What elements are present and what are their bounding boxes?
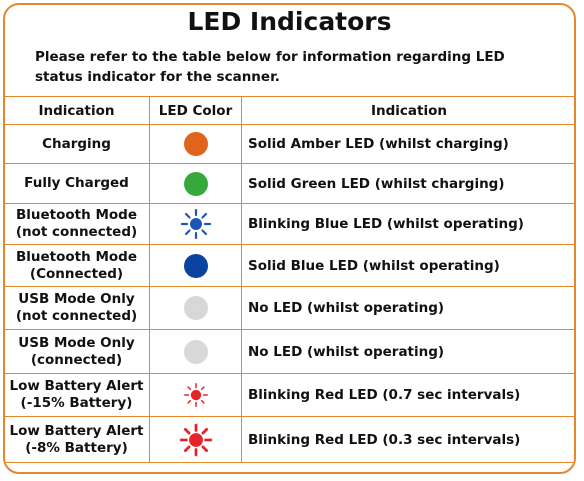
table-row: Bluetooth Mode (Connected) Solid Blue LE…	[5, 244, 574, 287]
amber-led-icon	[183, 132, 208, 156]
header-led-color: LED Color	[149, 96, 242, 125]
table-row: USB Mode Only (connected) No LED (whilst…	[5, 329, 574, 374]
led-off-icon	[183, 296, 208, 320]
led-color-cell	[149, 203, 242, 245]
blue-blinking-led-icon	[180, 208, 211, 240]
indication-line2: (not connected)	[15, 224, 138, 240]
table-row: Fully Charged Solid Green LED (whilst ch…	[5, 163, 574, 204]
green-led-icon	[183, 171, 208, 196]
table-row: USB Mode Only (not connected) No LED (wh…	[5, 286, 574, 330]
indication-cell: Bluetooth Mode (Connected)	[5, 244, 150, 287]
indication-line1: Fully Charged	[24, 175, 129, 191]
indication-line1: Low Battery Alert	[9, 422, 144, 439]
description-cell: Blinking Blue LED (whilst operating)	[241, 203, 574, 245]
description-cell: No LED (whilst operating)	[241, 329, 574, 374]
led-status-table: Indication LED Color Indication Charging…	[5, 96, 574, 463]
led-color-cell	[149, 329, 242, 374]
led-off-icon	[183, 339, 208, 364]
description-cell: Blinking Red LED (0.7 sec intervals)	[241, 373, 574, 417]
description-cell: Solid Blue LED (whilst operating)	[241, 244, 574, 287]
description-cell: Blinking Red LED (0.3 sec intervals)	[241, 416, 574, 463]
indication-line1: USB Mode Only	[18, 291, 135, 307]
red-blinking-led-icon	[183, 383, 208, 407]
indication-line1: USB Mode Only	[18, 334, 135, 351]
indication-line1: Bluetooth Mode	[16, 207, 137, 223]
indication-cell: Low Battery Alert (-15% Battery)	[5, 373, 150, 417]
description-cell: Solid Green LED (whilst charging)	[241, 163, 574, 204]
led-color-cell	[149, 244, 242, 287]
indication-line2: (-8% Battery)	[25, 439, 128, 456]
indication-cell: Fully Charged	[5, 163, 150, 204]
led-color-cell	[149, 286, 242, 330]
red-blinking-led-icon	[179, 423, 212, 456]
table-row: Low Battery Alert (-8% Battery) Blinking…	[5, 416, 574, 463]
page-title: LED Indicators	[187, 7, 392, 36]
indication-cell: USB Mode Only (connected)	[5, 329, 150, 374]
indication-cell: USB Mode Only (not connected)	[5, 286, 150, 330]
led-indicators-card: LED Indicators Please refer to the table…	[3, 3, 576, 474]
indication-line2: (not connected)	[15, 308, 138, 324]
description-cell: Solid Amber LED (whilst charging)	[241, 124, 574, 164]
table-row: Charging Solid Amber LED (whilst chargin…	[5, 124, 574, 164]
indication-line2: (-15% Battery)	[20, 395, 133, 411]
indication-line1: Charging	[42, 135, 111, 152]
indication-cell: Low Battery Alert (-8% Battery)	[5, 416, 150, 463]
led-color-cell	[149, 416, 242, 463]
led-color-cell	[149, 163, 242, 204]
table-row: Bluetooth Mode (not connected) Blinking …	[5, 203, 574, 245]
indication-cell: Charging	[5, 124, 150, 164]
led-color-cell	[149, 373, 242, 417]
header-description: Indication	[241, 96, 574, 125]
indication-line2: (Connected)	[29, 265, 124, 282]
indication-line1: Bluetooth Mode	[16, 248, 137, 265]
indication-cell: Bluetooth Mode (not connected)	[5, 203, 150, 245]
indication-line1: Low Battery Alert	[9, 378, 144, 394]
table-row: Low Battery Alert (-15% Battery) Blinkin…	[5, 373, 574, 417]
header-indication: Indication	[5, 96, 150, 125]
description-cell: No LED (whilst operating)	[241, 286, 574, 330]
blue-led-icon	[183, 253, 208, 278]
indication-line2: (connected)	[30, 351, 123, 368]
table-header-row: Indication LED Color Indication	[5, 96, 574, 125]
led-color-cell	[149, 124, 242, 164]
intro-text: Please refer to the table below for info…	[35, 49, 505, 85]
